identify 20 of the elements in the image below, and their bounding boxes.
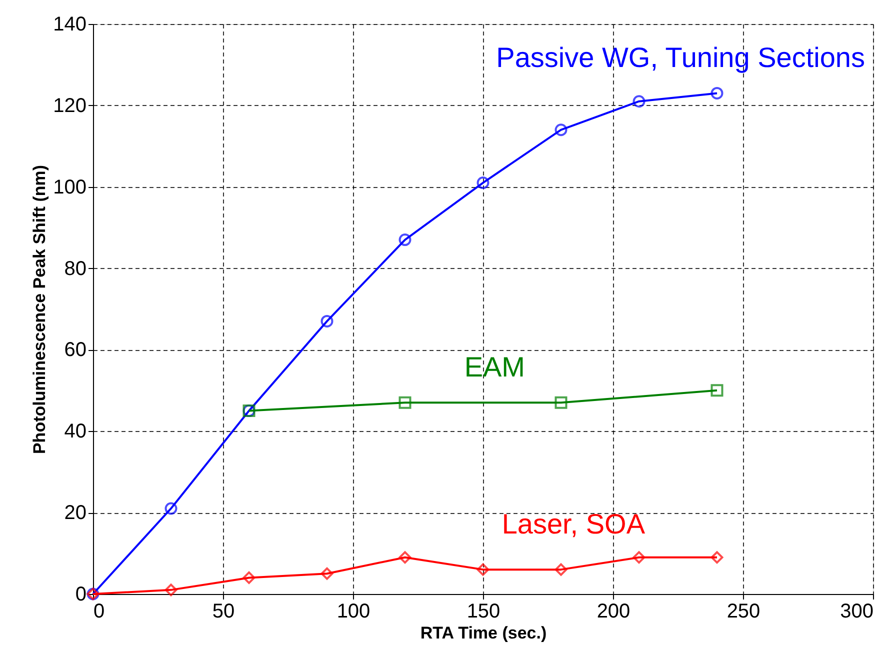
y-tick-label: 140 [53, 14, 86, 36]
series-label: EAM [464, 351, 525, 382]
x-tick-label: 300 [840, 600, 874, 622]
x-axis-title: RTA Time (sec.) [420, 624, 547, 642]
x-tick-label: 0 [94, 600, 105, 622]
y-tick-label: 40 [64, 420, 86, 443]
x-tick-label: 100 [336, 600, 370, 622]
y-axis-title: Photoluminescence Peak Shift (nm) [30, 164, 50, 454]
x-tick-label: 200 [596, 600, 630, 622]
series-label: Passive WG, Tuning Sections [496, 42, 865, 74]
y-tick-label: 80 [64, 258, 86, 280]
y-tick-label: 60 [64, 339, 86, 362]
y-tick-label: 0 [75, 584, 86, 606]
series-label: Laser, SOA [502, 508, 646, 540]
x-tick-label: 50 [212, 600, 235, 622]
y-tick-label: 120 [53, 94, 86, 117]
x-tick-label: 250 [726, 600, 760, 622]
y-tick-label: 20 [64, 502, 86, 524]
x-tick-label: 150 [466, 600, 500, 622]
y-tick-label: 100 [53, 176, 86, 198]
